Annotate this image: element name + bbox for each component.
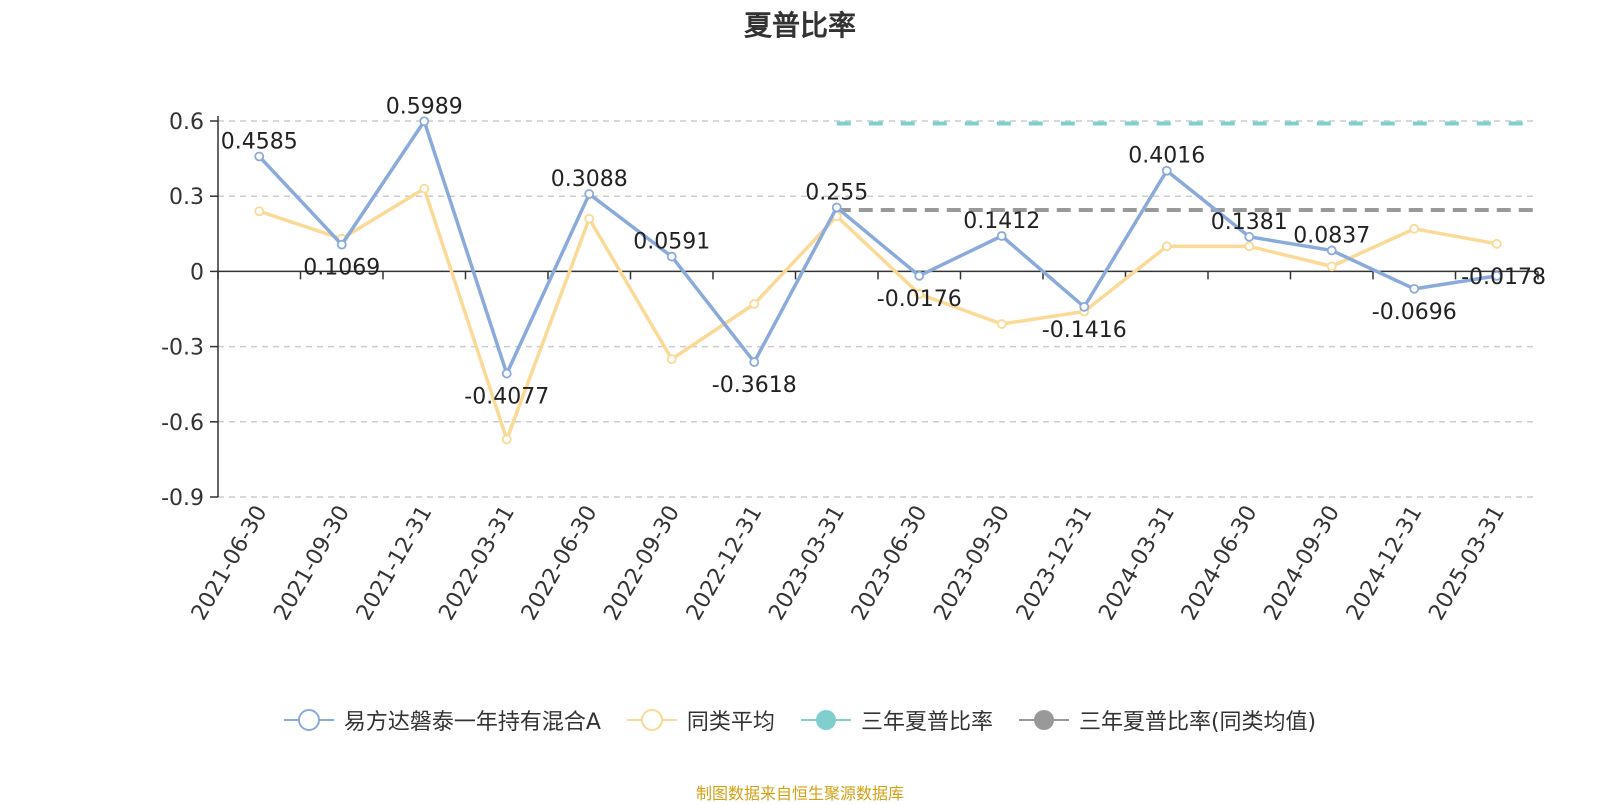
fund-point — [749, 357, 760, 367]
legend-swatch-peer-average — [626, 709, 677, 731]
legend-label-three-year-sharpe: 三年夏普比率 — [860, 710, 993, 735]
fund-point — [831, 202, 842, 213]
fund-line — [257, 119, 1498, 376]
peer-average-point — [501, 434, 512, 445]
grid-lines — [218, 120, 1538, 498]
x-tick-label: 2024-03-31 — [1094, 502, 1180, 625]
source-note: 制图数据来自恒生聚源数据库 — [695, 784, 904, 803]
fund-point — [501, 368, 512, 379]
data-label: -0.0176 — [877, 287, 962, 312]
chart-title: 夏普比率 — [743, 9, 856, 42]
data-label: 0.4016 — [1128, 144, 1205, 169]
legend-label-three-year-sharpe-peer: 三年夏普比率(同类均值) — [1078, 710, 1317, 735]
data-label: 0.1069 — [303, 256, 380, 281]
x-tick-label: 2024-06-30 — [1177, 502, 1263, 625]
x-tick-label: 2022-09-30 — [599, 502, 685, 625]
peer-average-point — [1244, 241, 1255, 252]
data-label: 0.0591 — [633, 230, 710, 255]
y-tick-label: -0.9 — [161, 486, 204, 511]
fund-point — [1161, 165, 1172, 176]
series-lines — [254, 116, 1502, 445]
fund-point — [914, 270, 925, 281]
peer-average-point — [1491, 238, 1502, 249]
data-label: -0.0696 — [1372, 300, 1457, 325]
fund-point — [419, 116, 430, 127]
x-tick-label: 2023-12-31 — [1012, 502, 1098, 625]
fund-point — [1491, 270, 1502, 281]
x-tick-label: 2022-03-31 — [434, 502, 520, 625]
peer-average-point — [666, 354, 677, 365]
legend-item-three-year-sharpe[interactable]: 三年夏普比率 — [800, 704, 993, 736]
peer-average-point — [996, 319, 1007, 329]
fund-point — [336, 239, 347, 250]
peer-average-point — [419, 183, 430, 194]
y-tick-label: 0 — [190, 260, 204, 285]
x-tick-label: 2021-09-30 — [269, 502, 355, 625]
data-label: 0.1381 — [1211, 210, 1288, 235]
data-label: 0.0837 — [1293, 223, 1370, 248]
fund-point — [1079, 301, 1090, 312]
fund-point — [1409, 283, 1420, 294]
fund-point — [584, 189, 595, 199]
y-tick-label: -0.6 — [161, 411, 204, 436]
data-label: -0.4077 — [464, 385, 549, 410]
legend-label-peer-average: 同类平均 — [686, 710, 775, 735]
x-tick-label: 2023-09-30 — [929, 502, 1015, 625]
peer-average-point — [584, 213, 595, 224]
fund-point — [254, 151, 265, 162]
x-tick-label: 2021-12-31 — [352, 502, 438, 625]
legend-swatch-fund — [283, 709, 334, 731]
data-label: 0.3088 — [551, 167, 628, 192]
peer-average-point — [1326, 261, 1337, 272]
y-tick-label: 0.3 — [169, 185, 204, 210]
data-label: 0.5989 — [386, 94, 463, 119]
data-label: -0.0178 — [1461, 265, 1546, 290]
data-label: -0.3618 — [712, 373, 797, 398]
data-label: -0.1416 — [1042, 318, 1127, 343]
peer-average-point — [749, 299, 760, 309]
fund-point — [666, 251, 677, 262]
legend-label-fund: 易方达磐泰一年持有混合A — [343, 710, 601, 735]
data-label: 0.4585 — [221, 129, 298, 154]
data-label: 0.1412 — [963, 209, 1040, 234]
legend: 易方达磐泰一年持有混合A 同类平均 三年夏普比率 三年夏普比率(同类均值) — [0, 704, 1600, 736]
x-tick-label: 2025-03-31 — [1424, 502, 1510, 625]
legend-item-peer-average[interactable]: 同类平均 — [626, 704, 775, 736]
x-tick-label: 2021-06-30 — [187, 502, 273, 625]
fund-point — [996, 231, 1007, 241]
x-tick-label: 2023-03-31 — [764, 502, 850, 625]
legend-swatch-three-year-sharpe-peer — [1018, 710, 1069, 730]
peer-average-point — [254, 206, 265, 217]
x-tick-label: 2022-06-30 — [517, 502, 603, 625]
peer-average-point — [914, 289, 925, 299]
reference-lines — [836, 121, 1538, 212]
fund-point — [1326, 245, 1337, 256]
legend-item-three-year-sharpe-peer[interactable]: 三年夏普比率(同类均值) — [1018, 704, 1317, 736]
x-tick-label: 2022-12-31 — [682, 502, 768, 625]
x-tick-label: 2024-12-31 — [1342, 502, 1428, 625]
peer-average-point — [1409, 223, 1420, 234]
x-tick-label: 2023-06-30 — [847, 502, 933, 625]
y-tick-label: 0.6 — [169, 110, 204, 135]
peer-average-line — [258, 186, 1498, 442]
legend-item-fund[interactable]: 易方达磐泰一年持有混合A — [283, 704, 601, 736]
peer-average-point — [1161, 241, 1172, 252]
data-label: 0.255 — [805, 180, 868, 205]
legend-swatch-three-year-sharpe — [800, 710, 851, 730]
y-tick-label: -0.3 — [161, 336, 204, 361]
data-labels: 0.4585 0.1069 0.5989 -0.4077 0.3088 0.0591 -0.… — [221, 94, 1546, 409]
x-tick-label: 2024-09-30 — [1259, 502, 1345, 625]
fund-point — [1244, 231, 1255, 242]
